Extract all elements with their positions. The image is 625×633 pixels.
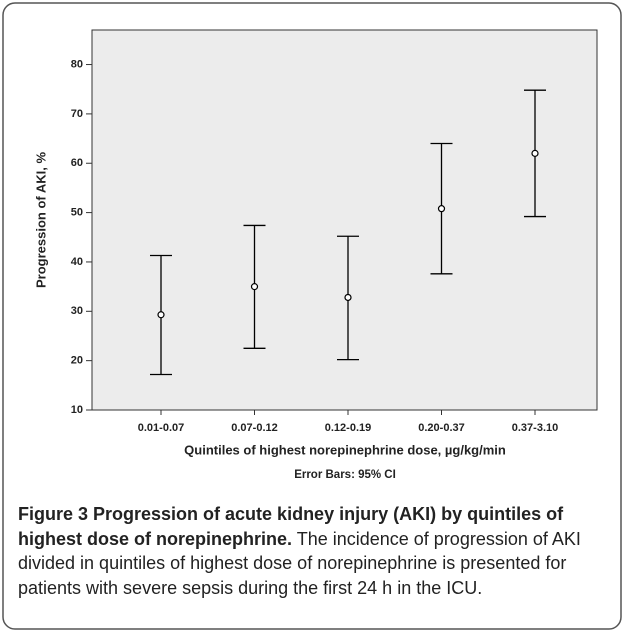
point: [344, 293, 352, 302]
point: [437, 205, 446, 213]
x-axis-title: Quintiles of highest norepinephrine dose…: [184, 442, 506, 457]
x-tick-label: 0.12-0.19: [325, 422, 371, 434]
y-tick-label: 50: [71, 207, 83, 219]
caption: Figure 3 Progression of acute kidney inj…: [18, 502, 610, 600]
x-tick-label: 0.07-0.12: [231, 422, 277, 434]
y-tick-label: 70: [71, 108, 83, 120]
note: Error Bars: 95% CI: [294, 469, 396, 481]
point: [531, 149, 539, 157]
y-tick-label: 60: [71, 157, 83, 169]
plot-area: [91, 29, 598, 411]
y-tick-label: 80: [71, 58, 83, 70]
y-tick-label: 30: [71, 305, 83, 317]
y-axis-title: Progression of AKI, %: [33, 152, 48, 288]
x-tick-label: 0.01-0.07: [138, 422, 184, 434]
y-tick-label: 10: [71, 404, 83, 416]
caption-text: The incidence of progression of AKI divi…: [18, 528, 581, 598]
caption-title: Figure 3 Progression of acute kidney inj…: [18, 504, 564, 549]
point: [157, 311, 165, 319]
y-tick-label: 20: [71, 355, 83, 367]
y-tick-label: 40: [71, 256, 83, 268]
x-tick-label: 0.37-3.10: [512, 422, 558, 434]
point: [250, 283, 259, 291]
x-tick-label: 0.20-0.37: [418, 422, 464, 434]
